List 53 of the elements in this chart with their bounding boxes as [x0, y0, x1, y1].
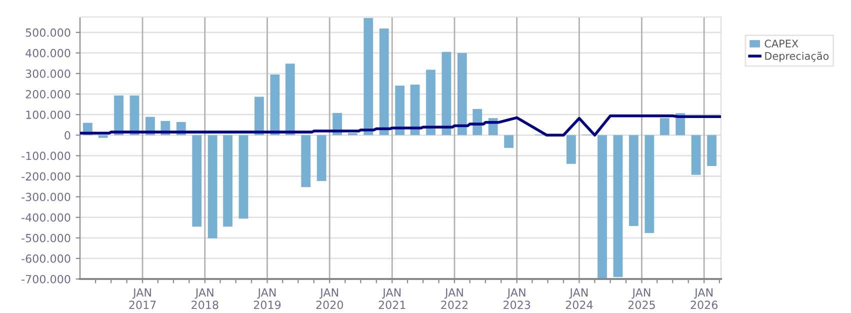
bar	[364, 18, 374, 136]
y-tick-label: -500.000	[22, 234, 70, 242]
bar	[566, 135, 576, 164]
bar	[270, 74, 280, 136]
bar	[285, 64, 295, 136]
x-tick-label: JAN 2022	[441, 288, 468, 310]
bar	[114, 95, 124, 136]
y-tick-label: 100.000	[26, 110, 70, 119]
bar	[379, 28, 389, 136]
y-tick-label: -300.000	[22, 192, 70, 202]
y-tick-label: 500.000	[26, 28, 70, 37]
bar	[644, 135, 654, 233]
bar	[192, 135, 202, 227]
y-tick-label: 400.000	[26, 48, 70, 58]
y-tick-label: -100.000	[22, 152, 70, 160]
y-tick-label: -700.000	[22, 274, 70, 284]
x-tick-label: JAN 2018	[192, 288, 218, 310]
bar	[238, 135, 248, 219]
bar	[504, 135, 514, 148]
bar	[223, 135, 232, 227]
y-tick-label: -400.000	[22, 213, 70, 222]
x-tick-label: JAN 2024	[566, 288, 593, 310]
line-series	[80, 114, 721, 137]
y-tick-label: -600.000	[22, 254, 70, 263]
bar	[613, 135, 623, 277]
bar	[660, 118, 670, 136]
y-tick-label: 300.000	[26, 69, 70, 78]
bar	[395, 86, 405, 136]
bar	[426, 70, 436, 136]
x-tick-label: JAN 2017	[129, 288, 156, 310]
bar	[208, 135, 218, 238]
bar	[629, 135, 638, 226]
bar	[301, 135, 311, 188]
bar	[254, 96, 264, 136]
bar	[691, 135, 701, 175]
x-tick-label: JAN 2020	[316, 288, 343, 310]
bar	[98, 135, 108, 138]
x-tick-label: JAN 2021	[378, 288, 406, 310]
bar	[410, 84, 420, 136]
legend-label: Depreciação	[765, 52, 829, 62]
x-tick-label: JAN 2026	[690, 288, 718, 310]
bar	[707, 135, 716, 166]
y-tick-label: 0	[64, 131, 70, 140]
bar	[598, 135, 607, 279]
x-tick-label: JAN 2019	[254, 288, 281, 310]
bar	[316, 135, 326, 181]
x-tick-label: JAN 2023	[504, 288, 530, 310]
y-tick-label: 200.000	[26, 90, 70, 98]
y-tick-label: -200.000	[22, 172, 70, 181]
x-tick-label: JAN 2025	[628, 288, 655, 310]
bar	[442, 52, 452, 136]
bar	[457, 52, 467, 136]
legend-label: CAPEX	[764, 40, 798, 48]
